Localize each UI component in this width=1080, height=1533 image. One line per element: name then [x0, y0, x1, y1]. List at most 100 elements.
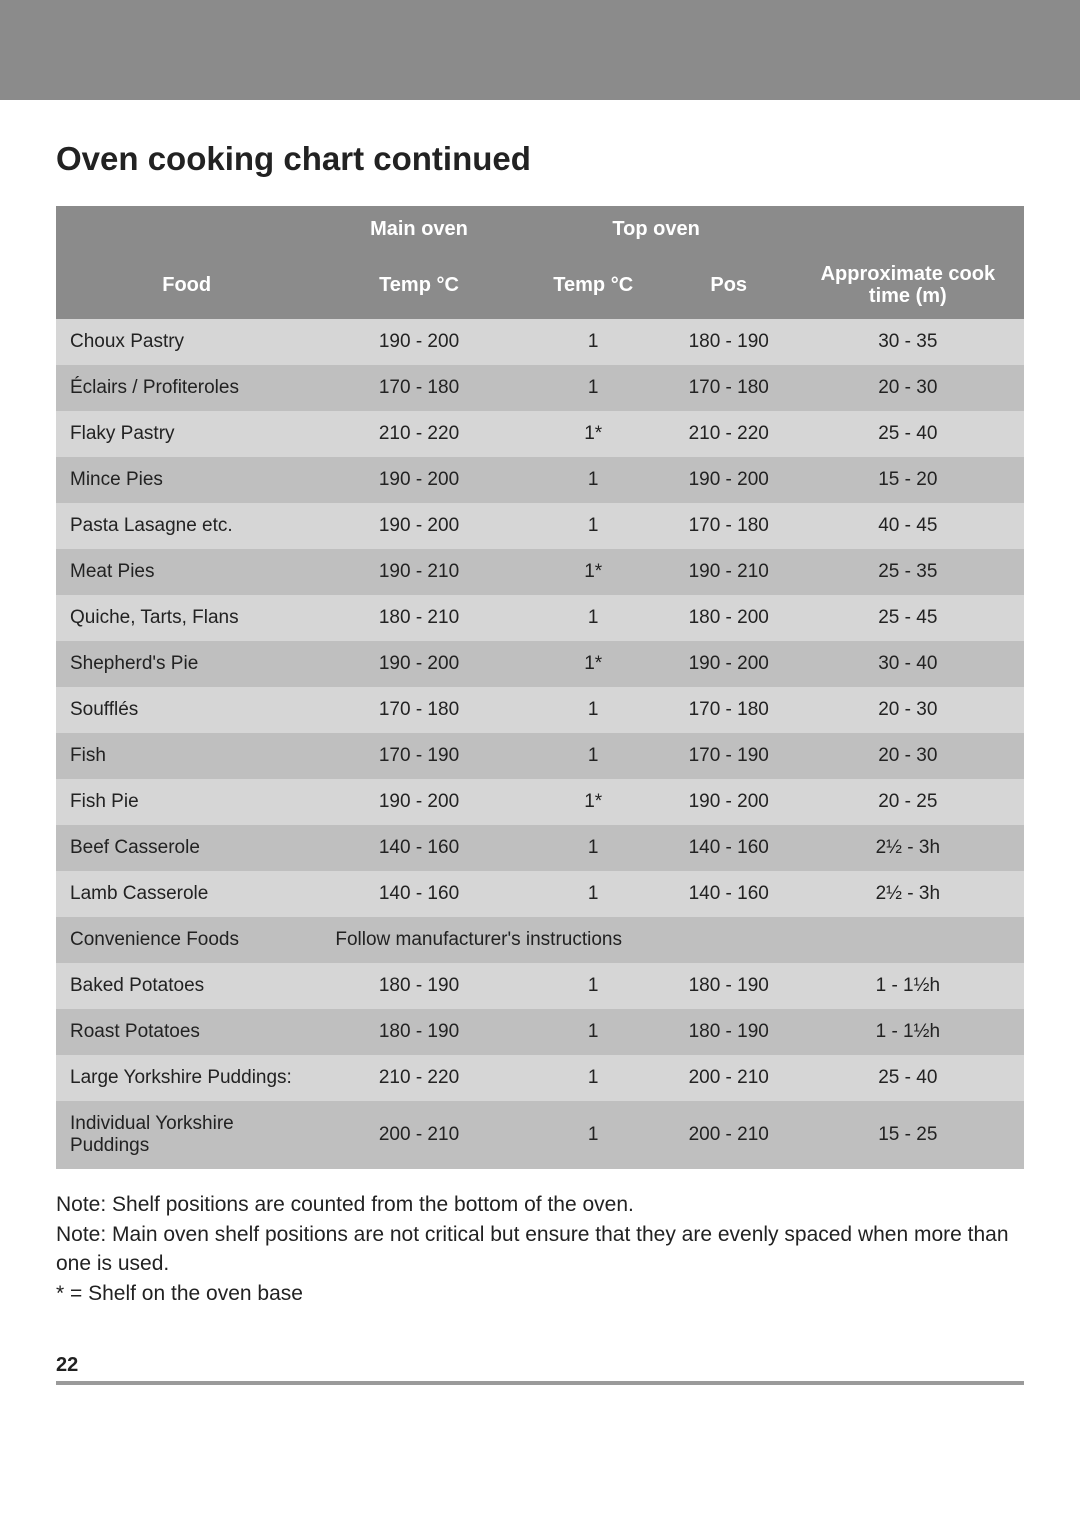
cell-top-temp: 1 — [521, 457, 666, 503]
cell-pos: 210 - 220 — [666, 411, 792, 457]
cell-pos: 180 - 190 — [666, 1009, 792, 1055]
cell-cook-time: 40 - 45 — [792, 503, 1024, 549]
cell-cook-time: 25 - 40 — [792, 1055, 1024, 1101]
cell-food: Éclairs / Profiteroles — [56, 365, 317, 411]
cell-pos: 200 - 210 — [666, 1101, 792, 1169]
cell-main-temp: 180 - 190 — [317, 963, 520, 1009]
cell-main-temp: 210 - 220 — [317, 411, 520, 457]
cell-cook-time: 30 - 40 — [792, 641, 1024, 687]
cell-main-temp: 170 - 190 — [317, 733, 520, 779]
cell-pos: 140 - 160 — [666, 825, 792, 871]
table-row: Convenience FoodsFollow manufacturer's i… — [56, 917, 1024, 963]
table-row: Pasta Lasagne etc.190 - 2001170 - 18040 … — [56, 503, 1024, 549]
cell-pos: 170 - 180 — [666, 687, 792, 733]
cell-pos: 190 - 200 — [666, 641, 792, 687]
table-row: Flaky Pastry210 - 2201*210 - 22025 - 40 — [56, 411, 1024, 457]
cell-top-temp: 1* — [521, 779, 666, 825]
cell-cook-time: 30 - 35 — [792, 318, 1024, 365]
cell-cook-time: 15 - 25 — [792, 1101, 1024, 1169]
cell-main-temp: 190 - 200 — [317, 779, 520, 825]
cell-top-temp: 1 — [521, 1009, 666, 1055]
cell-top-temp: 1 — [521, 687, 666, 733]
cell-top-temp: 1* — [521, 411, 666, 457]
cell-pos: 170 - 180 — [666, 365, 792, 411]
col-header-main-temp: Temp °C — [317, 252, 520, 318]
header-spacer-time — [792, 206, 1024, 252]
cell-pos: 140 - 160 — [666, 871, 792, 917]
cell-cook-time: 25 - 35 — [792, 549, 1024, 595]
cell-food: Flaky Pastry — [56, 411, 317, 457]
table-row: Roast Potatoes180 - 1901180 - 1901 - 1½h — [56, 1009, 1024, 1055]
cell-cook-time: 2½ - 3h — [792, 871, 1024, 917]
cell-food: Fish — [56, 733, 317, 779]
table-row: Individual Yorkshire Puddings200 - 21012… — [56, 1101, 1024, 1169]
table-row: Mince Pies190 - 2001190 - 20015 - 20 — [56, 457, 1024, 503]
cell-cook-time: 1 - 1½h — [792, 963, 1024, 1009]
table-row: Shepherd's Pie190 - 2001*190 - 20030 - 4… — [56, 641, 1024, 687]
cell-cook-time: 20 - 30 — [792, 687, 1024, 733]
cell-main-temp: 170 - 180 — [317, 687, 520, 733]
cell-food: Quiche, Tarts, Flans — [56, 595, 317, 641]
cell-food: Soufflés — [56, 687, 317, 733]
cell-food: Choux Pastry — [56, 318, 317, 365]
cell-top-temp: 1 — [521, 595, 666, 641]
cell-food: Baked Potatoes — [56, 963, 317, 1009]
cell-top-temp: 1 — [521, 318, 666, 365]
cell-top-temp: 1 — [521, 1055, 666, 1101]
cell-food: Beef Casserole — [56, 825, 317, 871]
cell-pos: 200 - 210 — [666, 1055, 792, 1101]
cell-pos: 190 - 210 — [666, 549, 792, 595]
cell-pos: 180 - 200 — [666, 595, 792, 641]
top-banner — [0, 0, 1080, 100]
cell-main-temp: 190 - 200 — [317, 457, 520, 503]
cell-main-temp: 140 - 160 — [317, 825, 520, 871]
table-row: Baked Potatoes180 - 1901180 - 1901 - 1½h — [56, 963, 1024, 1009]
table-row: Éclairs / Profiteroles170 - 1801170 - 18… — [56, 365, 1024, 411]
cell-main-temp: 190 - 200 — [317, 503, 520, 549]
cell-main-temp: 200 - 210 — [317, 1101, 520, 1169]
cell-cook-time: 25 - 45 — [792, 595, 1024, 641]
cell-main-temp: 180 - 210 — [317, 595, 520, 641]
page-footer: 22 — [56, 1354, 1024, 1385]
cell-pos: 180 - 190 — [666, 963, 792, 1009]
col-header-food: Food — [56, 252, 317, 318]
cell-main-temp: 190 - 210 — [317, 549, 520, 595]
cell-top-temp: 1* — [521, 641, 666, 687]
cell-top-temp: 1* — [521, 549, 666, 595]
cell-food: Large Yorkshire Puddings: — [56, 1055, 317, 1101]
table-row: Soufflés170 - 1801170 - 18020 - 30 — [56, 687, 1024, 733]
table-row: Choux Pastry190 - 2001180 - 19030 - 35 — [56, 318, 1024, 365]
table-row: Quiche, Tarts, Flans180 - 2101180 - 2002… — [56, 595, 1024, 641]
cell-main-temp: 180 - 190 — [317, 1009, 520, 1055]
table-row: Fish170 - 1901170 - 19020 - 30 — [56, 733, 1024, 779]
page-content: Oven cooking chart continued Main oven T… — [0, 100, 1080, 1385]
header-group-top-oven: Top oven — [521, 206, 792, 252]
cell-food: Pasta Lasagne etc. — [56, 503, 317, 549]
cell-cook-time: 20 - 30 — [792, 365, 1024, 411]
page-number: 22 — [56, 1354, 78, 1381]
cell-cook-time: 2½ - 3h — [792, 825, 1024, 871]
table-row: Fish Pie190 - 2001*190 - 20020 - 25 — [56, 779, 1024, 825]
notes-block: Note: Shelf positions are counted from t… — [56, 1191, 1024, 1308]
cell-top-temp: 1 — [521, 963, 666, 1009]
cell-cook-time: 1 - 1½h — [792, 1009, 1024, 1055]
note-line: * = Shelf on the oven base — [56, 1280, 1024, 1308]
header-spacer-food — [56, 206, 317, 252]
cell-span-note: Follow manufacturer's instructions — [317, 917, 1024, 963]
cell-cook-time: 25 - 40 — [792, 411, 1024, 457]
table-row: Lamb Casserole140 - 1601140 - 1602½ - 3h — [56, 871, 1024, 917]
table-row: Beef Casserole140 - 1601140 - 1602½ - 3h — [56, 825, 1024, 871]
cell-main-temp: 190 - 200 — [317, 318, 520, 365]
page-title: Oven cooking chart continued — [56, 140, 1024, 178]
cell-food: Individual Yorkshire Puddings — [56, 1101, 317, 1169]
cell-top-temp: 1 — [521, 825, 666, 871]
cell-pos: 170 - 180 — [666, 503, 792, 549]
cell-food: Fish Pie — [56, 779, 317, 825]
cell-food: Mince Pies — [56, 457, 317, 503]
cell-top-temp: 1 — [521, 503, 666, 549]
cell-top-temp: 1 — [521, 365, 666, 411]
cell-cook-time: 20 - 30 — [792, 733, 1024, 779]
cell-pos: 170 - 190 — [666, 733, 792, 779]
col-header-top-temp: Temp °C — [521, 252, 666, 318]
cooking-chart-table: Main oven Top oven Food Temp °C Temp °C … — [56, 206, 1024, 1169]
